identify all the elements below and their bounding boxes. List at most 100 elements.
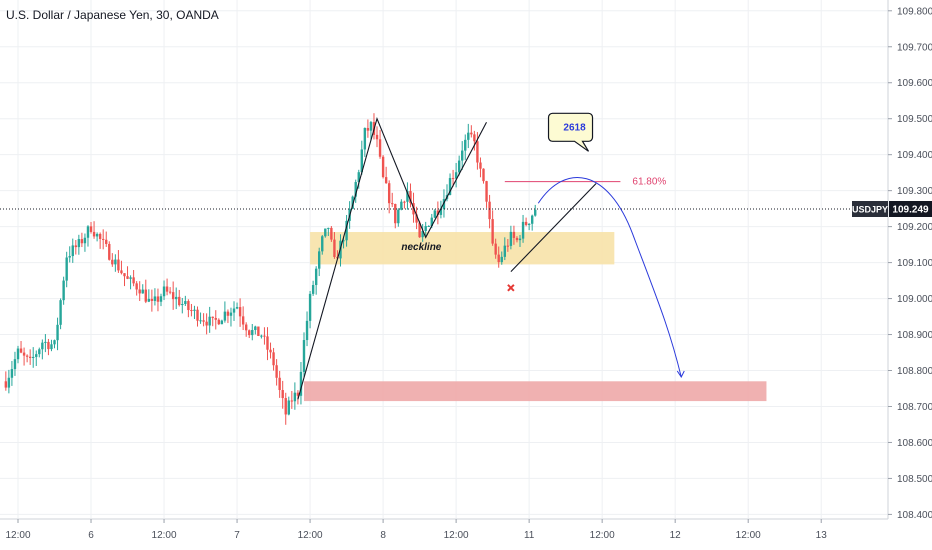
candle-body [387, 183, 391, 204]
candle-body [244, 324, 248, 331]
candle-body [184, 301, 187, 304]
candle-body [175, 296, 178, 300]
candle-body [35, 354, 38, 357]
y-tick-label: 108.500 [897, 474, 932, 485]
candle-body [470, 132, 473, 135]
candle-body [287, 400, 290, 415]
candle-body [114, 259, 117, 265]
candle-body [56, 324, 59, 341]
candle-body [235, 307, 239, 309]
y-axis-panel [888, 0, 932, 550]
candle-body [135, 283, 138, 290]
candle-body [65, 257, 68, 281]
candle-body [181, 303, 184, 306]
candle-body [524, 221, 528, 225]
candle-body [311, 285, 315, 294]
candle-body [25, 355, 29, 357]
candle-body [117, 259, 120, 271]
candle-body [241, 316, 245, 325]
candle-body [391, 203, 394, 205]
candle-body [150, 298, 154, 301]
candle-body [439, 208, 443, 215]
candle-body [457, 160, 461, 173]
x-axis-panel [0, 519, 932, 550]
candle-body [269, 349, 272, 353]
candle-body [482, 168, 485, 182]
y-tick-label: 108.700 [897, 402, 932, 413]
candle-body [165, 286, 169, 292]
candle-body [211, 316, 214, 318]
candle-body [305, 320, 309, 341]
y-tick-label: 108.600 [897, 438, 932, 449]
candle-body [153, 296, 157, 301]
candle-body [509, 231, 513, 246]
candle-body [534, 209, 537, 216]
candle-body [50, 344, 53, 350]
projected-path [537, 177, 682, 378]
speech-bubble [547, 112, 594, 152]
candle-body [138, 289, 141, 294]
candle-body [232, 308, 236, 313]
candle-body [132, 277, 135, 284]
candle-body [521, 221, 525, 239]
candle-body [208, 316, 211, 326]
candle-body [448, 178, 452, 196]
candle-body [436, 210, 440, 215]
candle-body [80, 239, 84, 244]
candle-body [238, 307, 242, 317]
candle-body [47, 341, 50, 350]
candle-body [467, 132, 470, 140]
y-tick-label: 109.300 [897, 186, 932, 197]
x-tick-label: 8 [380, 530, 386, 541]
candle-body [400, 201, 403, 210]
candle-body [485, 181, 488, 202]
candle-body [421, 230, 424, 238]
candle-body [4, 381, 8, 388]
candle-body [10, 369, 14, 378]
y-tick-label: 109.600 [897, 78, 932, 89]
candle-body [375, 134, 379, 140]
x-tick-label: 12:00 [736, 530, 761, 541]
last-price-label: 109.249 [892, 204, 929, 215]
candle-body [59, 300, 62, 325]
candle-body [86, 226, 90, 238]
candle-body [44, 341, 47, 343]
candle-body [108, 243, 111, 260]
y-tick-label: 109.400 [897, 150, 932, 161]
candle-body [381, 156, 385, 178]
last-price-tag [889, 200, 932, 217]
candle-body [451, 178, 455, 180]
candle-body [333, 239, 336, 257]
candle-body [28, 356, 32, 358]
chart-title: U.S. Dollar / Japanese Yen, 30, OANDA [6, 8, 219, 22]
candle-body [491, 219, 494, 244]
candle-body [193, 309, 196, 311]
candle-body [22, 352, 26, 356]
speech-bubble-text: 2618 [563, 122, 586, 133]
candle-body [162, 286, 166, 297]
candle-body [424, 226, 427, 231]
candle-body [397, 209, 400, 224]
candle-body [71, 245, 74, 257]
candle-body [321, 236, 324, 252]
candle-body [518, 238, 522, 241]
candle-body [223, 311, 227, 321]
candle-body [105, 239, 108, 244]
candle-body [299, 371, 303, 396]
candle-body [278, 377, 281, 391]
candle-body [7, 377, 11, 388]
candle-body [89, 226, 93, 232]
candle-body [479, 162, 482, 169]
candle-body [263, 335, 266, 337]
y-tick-label: 109.100 [897, 258, 932, 269]
candle-body [68, 256, 71, 258]
candle-body [214, 317, 217, 320]
candle-body [217, 319, 221, 325]
candle-body [126, 276, 129, 279]
fib-61-label: 61.80% [632, 177, 666, 188]
candle-body [284, 398, 287, 415]
candle-body [53, 340, 56, 345]
candle-body [111, 259, 114, 265]
x-tick-label: 7 [234, 530, 240, 541]
